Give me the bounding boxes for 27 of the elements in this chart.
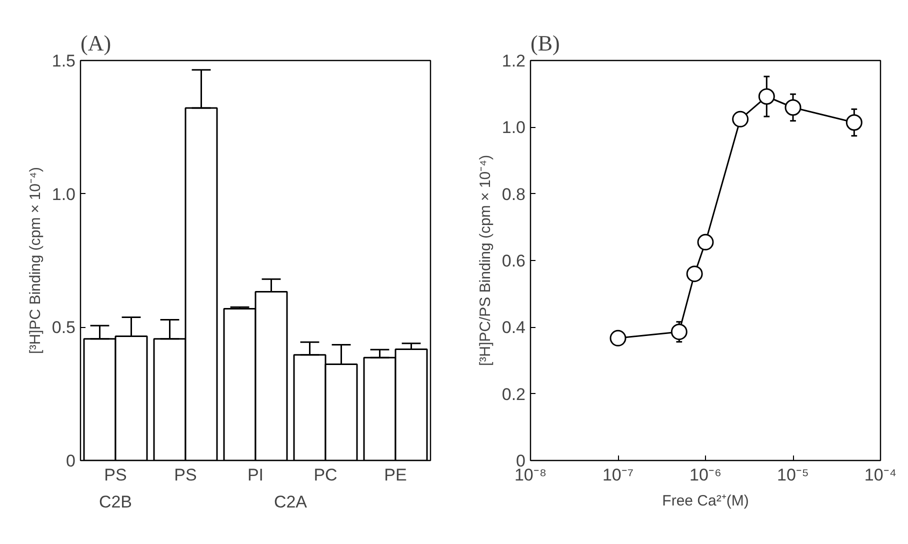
x-tick-label: 10⁻⁶: [690, 466, 722, 484]
x-tick-label: 10⁻⁷: [602, 466, 634, 484]
x-tick-label: 10⁻⁴: [864, 466, 897, 484]
x-tick-label: PS: [104, 466, 127, 484]
y-tick-label: 1.2: [502, 52, 526, 70]
y-tick-label: 1.0: [52, 184, 76, 204]
x-tick-label: 10⁻⁵: [777, 466, 809, 484]
y-tick-label: 0.6: [502, 252, 526, 270]
y-tick-label: 1.5: [52, 52, 76, 70]
y-axis-title: [³H]PC Binding (cpm × 10⁻⁴): [26, 167, 44, 354]
x-tick-label: PE: [384, 466, 407, 484]
chart-title: (A): [80, 30, 112, 56]
y-tick-label: 1.0: [502, 118, 526, 138]
x-tick-label: PC: [314, 466, 338, 484]
y-tick-label: 0.8: [502, 184, 526, 204]
x-tick-label: 10⁻⁸: [514, 466, 547, 484]
y-tick-label: 0.5: [52, 318, 76, 338]
chart-title: (B): [530, 30, 560, 56]
x-tick-label: PS: [174, 466, 197, 484]
y-tick-label: 0.2: [502, 384, 526, 404]
text: C2A: [274, 492, 308, 512]
x-axis-title: Free Ca²⁺(M): [662, 492, 749, 510]
y-axis-title: [³H]PC/PS Binding (cpm × 10⁻⁴): [476, 154, 494, 366]
y-tick-label: 0: [66, 452, 76, 470]
text: C2B: [98, 492, 132, 512]
y-tick-label: 0.4: [502, 318, 526, 338]
x-tick-label: PI: [247, 466, 264, 484]
